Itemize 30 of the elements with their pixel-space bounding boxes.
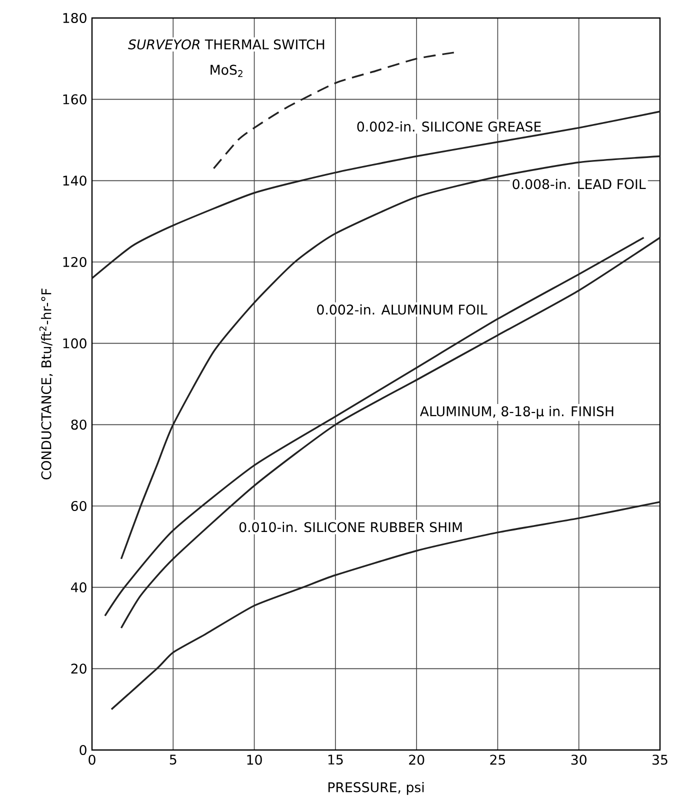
series-label: 0.002-in. SILICONE GREASE — [357, 121, 541, 132]
series-label: 0.002-in. ALUMINUM FOIL — [317, 304, 488, 315]
y-tick-label: 140 — [63, 176, 86, 186]
x-tick-label: 15 — [328, 754, 343, 765]
y-tick-label: 60 — [71, 500, 86, 512]
y-tick-label: 40 — [70, 582, 86, 592]
y-tick-label: 80 — [71, 420, 86, 430]
x-tick-label: 35 — [652, 754, 668, 765]
annotation: MoS$_{2}$ — [210, 64, 242, 77]
y-tick-label: 100 — [63, 338, 86, 348]
y-tick-label: 120 — [63, 256, 86, 268]
x-tick-label: 0 — [88, 754, 96, 765]
y-tick-label: 180 — [63, 12, 86, 24]
line-series — [120, 155, 661, 560]
x-axis-title: PRESSURE, psi — [328, 782, 424, 795]
series-label: ALUMINUM, 8-18-μ in. FINISH — [420, 406, 614, 419]
x-tick-label: 30 — [571, 754, 586, 765]
x-tick-label: 5 — [170, 754, 176, 765]
text: SURVEYOR THERMAL SWITCH — [128, 39, 324, 50]
y-tick-label: 0 — [80, 744, 86, 756]
line-series — [91, 110, 661, 280]
x-tick-label: 10 — [247, 754, 262, 765]
x-tick-label: 20 — [409, 754, 424, 765]
x-tick-label: 25 — [490, 754, 506, 765]
y-tick-label: 160 — [63, 94, 86, 104]
y-tick-label: 20 — [71, 664, 86, 674]
series-label: 0.010-in. SILICONE RUBBER SHIM — [239, 522, 462, 532]
y-axis-title: CONDUCTANCE, Btu/ft$^{2}$-hr-°F — [39, 288, 53, 480]
series-label: 0.008-in. LEAD FOIL — [512, 178, 646, 190]
line-series — [110, 501, 661, 710]
